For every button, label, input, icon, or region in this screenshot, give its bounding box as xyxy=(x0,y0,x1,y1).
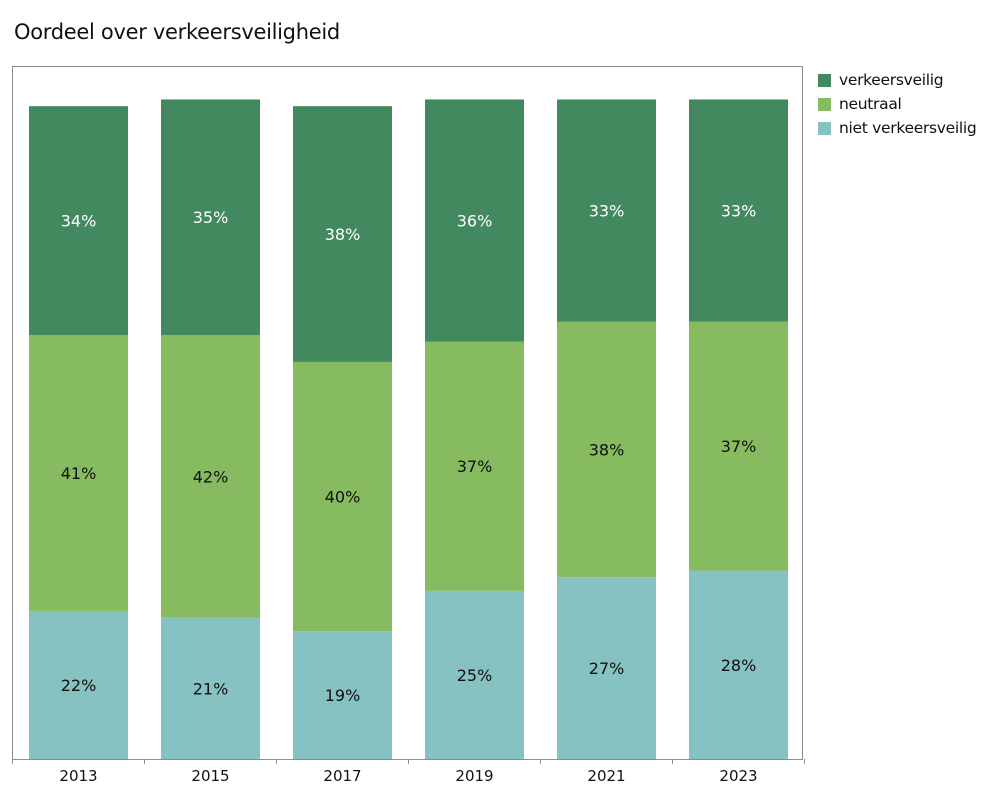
legend-label: niet verkeersveilig xyxy=(839,119,977,137)
data-label: 28% xyxy=(721,656,757,675)
legend-label: neutraal xyxy=(839,95,902,113)
data-label: 42% xyxy=(193,467,229,486)
data-label: 22% xyxy=(61,676,97,695)
legend-swatch xyxy=(818,97,831,111)
legend-swatch xyxy=(818,73,831,87)
bars-group: 22% 41% 34% 21% 42% 35% 19% 40% 38% 25% 37% 36% 27% 3… xyxy=(29,99,788,759)
legend-item-niet-verkeersveilig: niet verkeersveilig xyxy=(818,116,977,140)
data-label: 40% xyxy=(325,488,361,507)
bar-segment-2019-niet-verkeersveilig xyxy=(425,590,524,759)
x-tick-label: 2015 xyxy=(191,767,229,785)
bar-segment-2017-neutraal xyxy=(293,361,392,632)
legend: verkeersveilig neutraal niet verkeersvei… xyxy=(818,68,977,140)
data-label: 37% xyxy=(457,457,493,476)
bar-segment-2023-neutraal xyxy=(689,321,788,571)
bar-segment-2013-niet-verkeersveilig xyxy=(29,610,128,759)
legend-item-neutraal: neutraal xyxy=(818,92,976,116)
data-label: 35% xyxy=(193,208,229,227)
legend-item-verkeersveilig: verkeersveilig xyxy=(818,68,976,92)
data-label: 33% xyxy=(589,202,625,221)
x-tick-label: 2017 xyxy=(323,767,361,785)
chart-title: Oordeel over verkeersveiligheid xyxy=(14,20,340,44)
bar-segment-2019-neutraal xyxy=(425,341,524,591)
bar-segment-2021-neutraal xyxy=(557,321,656,578)
bar-segment-2013-verkeersveilig xyxy=(29,106,128,336)
x-tick-label: 2019 xyxy=(455,767,493,785)
bar-segment-2023-niet-verkeersveilig xyxy=(689,570,788,759)
bar-segment-2017-niet-verkeersveilig xyxy=(293,631,392,759)
data-label: 38% xyxy=(325,225,361,244)
x-axis: 2013 2015 2017 2019 2021 2023 xyxy=(12,759,805,785)
bar-segment-2017-verkeersveilig xyxy=(293,106,392,362)
x-tick-label: 2023 xyxy=(719,767,757,785)
data-label: 38% xyxy=(589,440,625,459)
data-label: 21% xyxy=(193,679,229,698)
data-label: 34% xyxy=(61,212,97,231)
data-label: 36% xyxy=(457,212,493,231)
plot-frame xyxy=(12,66,803,759)
data-label: 41% xyxy=(61,464,97,483)
bar-segment-2021-niet-verkeersveilig xyxy=(557,577,656,759)
x-tick-label: 2021 xyxy=(587,767,625,785)
x-tick-label: 2013 xyxy=(59,767,97,785)
data-label: 19% xyxy=(325,686,361,705)
legend-label: verkeersveilig xyxy=(839,71,944,89)
bar-segment-2013-neutraal xyxy=(29,335,128,611)
data-label: 25% xyxy=(457,666,493,685)
bar-segment-2015-niet-verkeersveilig xyxy=(161,617,260,759)
bar-segment-2023-verkeersveilig xyxy=(689,99,788,322)
bar-segment-2015-neutraal xyxy=(161,335,260,618)
data-label: 37% xyxy=(721,437,757,456)
bar-segment-2019-verkeersveilig xyxy=(425,99,524,342)
bar-segment-2015-verkeersveilig xyxy=(161,99,260,336)
legend-swatch xyxy=(818,121,831,135)
data-label: 33% xyxy=(721,202,757,221)
data-label: 27% xyxy=(589,659,625,678)
bar-segment-2021-verkeersveilig xyxy=(557,99,656,322)
